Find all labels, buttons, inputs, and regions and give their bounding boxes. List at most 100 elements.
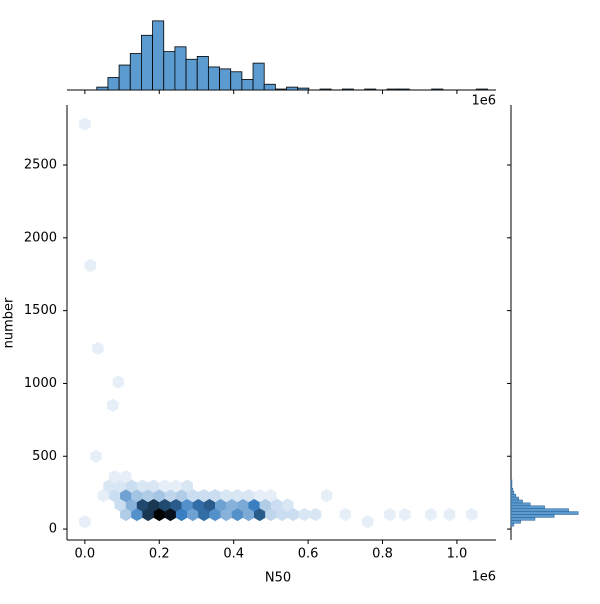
- histogram-bar: [510, 482, 513, 486]
- hexbin: [220, 507, 232, 522]
- histogram-bar: [107, 77, 120, 91]
- hexbin: [187, 507, 199, 522]
- histogram-bar: [510, 508, 569, 512]
- hexbin: [270, 498, 283, 512]
- hexbin: [125, 479, 138, 493]
- hexbin: [242, 507, 255, 522]
- hexbin: [131, 507, 143, 522]
- histogram-bar: [510, 496, 519, 501]
- hexbin: [108, 470, 121, 484]
- histogram-bar: [510, 479, 513, 483]
- hexbin: [136, 498, 149, 512]
- hexbin: [265, 507, 277, 522]
- hexbin: [148, 479, 160, 493]
- hexbin: [79, 117, 91, 131]
- x-tick-label: 0.8: [372, 547, 393, 562]
- histogram-bar: [510, 514, 555, 518]
- hexbin: [231, 507, 244, 522]
- hexbin: [125, 498, 138, 512]
- histogram-bar: [510, 488, 514, 492]
- hexbin: [107, 398, 119, 412]
- hexbin: [226, 498, 238, 512]
- hexbin: [108, 489, 121, 503]
- histogram-bar: [319, 88, 332, 91]
- histogram-bar: [510, 499, 523, 504]
- histogram-bar: [230, 71, 243, 91]
- histogram-bar: [510, 505, 545, 509]
- hexbin: [142, 507, 154, 522]
- hexbin: [276, 507, 288, 522]
- histogram-bar: [397, 88, 410, 91]
- histogram-bar: [431, 88, 444, 91]
- hexbin: [120, 507, 132, 522]
- y-tick-label: 1500: [24, 303, 57, 318]
- histogram-bar: [364, 88, 377, 91]
- histogram-bar: [163, 51, 176, 91]
- histogram-bar: [274, 88, 287, 91]
- hexbin: [164, 507, 177, 522]
- hexbin: [259, 498, 271, 512]
- hexbin: [136, 479, 149, 493]
- hexbin: [181, 479, 193, 493]
- x-tick-label: 0.6: [298, 547, 319, 562]
- hexbin: [170, 479, 182, 493]
- hexbin: [142, 489, 154, 503]
- hexbin: [175, 507, 188, 522]
- hexbin: [281, 498, 294, 512]
- hexbin: [298, 507, 311, 522]
- y-tick-label: 0: [49, 522, 57, 537]
- hexbin: [209, 489, 221, 503]
- hexbin: [287, 507, 299, 522]
- hexbin: [203, 498, 216, 512]
- hexbin: [79, 515, 91, 529]
- hexbin: [443, 507, 456, 522]
- hexbin: [153, 507, 165, 522]
- histogram-bar: [141, 34, 153, 91]
- hexbin: [103, 479, 115, 493]
- histogram-bar: [510, 485, 513, 489]
- hexbin: [148, 498, 160, 512]
- hexbin: [114, 479, 126, 493]
- hexbin: [339, 507, 351, 522]
- hexbin: [248, 498, 260, 512]
- histogram-bar: [118, 64, 131, 91]
- hexbin: [131, 489, 143, 503]
- hexbin: [215, 498, 227, 512]
- hexbin: [153, 489, 165, 503]
- hexbin: [84, 258, 97, 273]
- y-tick-label: 1000: [24, 376, 57, 391]
- hexbin: [175, 489, 188, 503]
- hexbin: [237, 498, 249, 512]
- hexbin: [159, 498, 171, 512]
- y-tick-label: 500: [32, 449, 57, 464]
- histogram-bar: [341, 88, 354, 91]
- histogram-bar: [510, 493, 517, 498]
- hexbin: [198, 507, 210, 522]
- histogram-bar: [152, 20, 165, 91]
- histogram-bar: [510, 511, 579, 515]
- histogram-bar: [185, 58, 198, 91]
- x-tick-label: 0.0: [75, 547, 96, 562]
- hexbin: [164, 489, 177, 503]
- hexbin: [120, 489, 132, 503]
- hexbin: [92, 341, 104, 356]
- histogram-bar: [129, 53, 142, 91]
- hexbin: [181, 498, 193, 512]
- hexbin: [192, 498, 205, 512]
- x-offset-label: 1e6: [471, 570, 496, 585]
- x-tick-label: 0.2: [149, 547, 170, 562]
- hexbin: [425, 507, 437, 522]
- hexbin: [170, 498, 182, 512]
- hexbin: [399, 507, 411, 522]
- hexbin: [220, 489, 232, 503]
- y-tick-label: 2000: [24, 230, 57, 245]
- x-axis-label: N50: [265, 571, 291, 586]
- hexbin: [114, 498, 126, 512]
- histogram-bar: [475, 88, 488, 91]
- hexbin: [361, 515, 374, 529]
- hexbin: [309, 507, 322, 522]
- histogram-bar: [510, 520, 521, 524]
- x-tick-label: 1.0: [447, 547, 468, 562]
- x-offset-label: 1e6: [471, 94, 496, 109]
